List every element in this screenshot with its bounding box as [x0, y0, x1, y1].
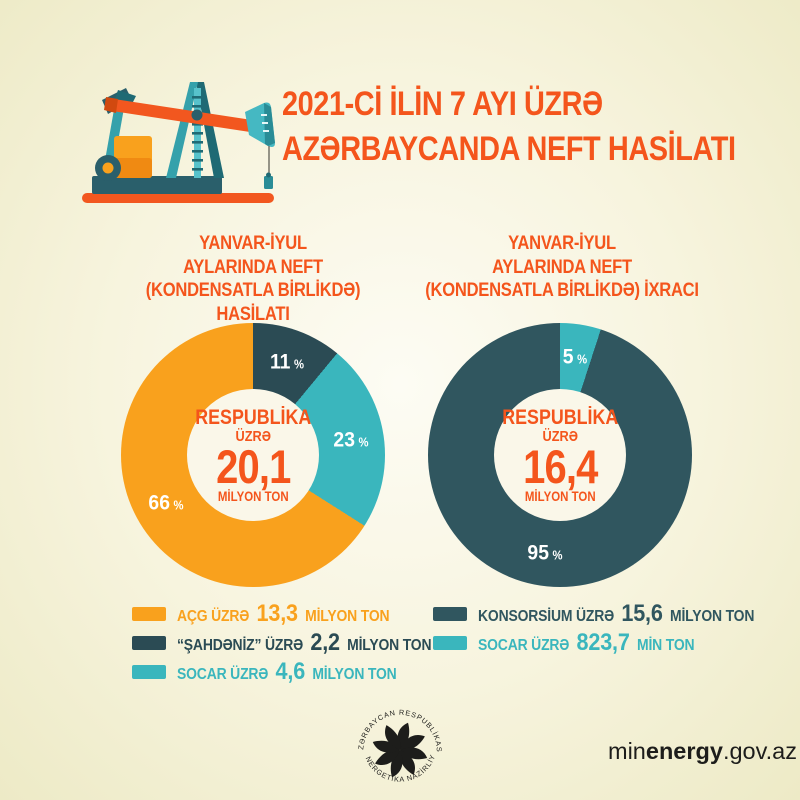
center-unit: MİLYON TON [524, 488, 596, 504]
pumpjack-svg [82, 82, 275, 203]
chart-title-line: AYLARINDA NEFT [183, 255, 323, 278]
legend-value: 15,6 [621, 599, 663, 627]
legend-row: KONSORSİUM ÜZRƏ 15,6 MİLYON TON [433, 599, 785, 628]
center-label: RESPUBLİKA [194, 405, 312, 429]
center-unit: MİLYON TON [217, 488, 289, 504]
chart-title-production: YANVAR-İYUL AYLARINDA NEFT (KONDENSATLA … [109, 232, 398, 326]
segment-percent-label: 95% [527, 540, 562, 565]
legend-unit: MİLYON TON [301, 607, 390, 625]
chart-title-line: (KONDENSATLA BİRLİKDƏ) İXRACI [425, 279, 699, 301]
segment-percent-label: 23% [333, 427, 368, 452]
segment-percent-label: 5% [563, 345, 587, 370]
website-prefix: min [608, 738, 646, 764]
page-title: 2021-Cİ İLİN 7 AYI ÜZRƏ AZƏRBAYCANDA NEF… [282, 82, 736, 172]
legend-label: KONSORSİUM ÜZRƏ 15,6 MİLYON TON [478, 600, 754, 628]
legend-swatch [132, 664, 166, 679]
legend-prefix: SOCAR ÜZRƏ [177, 665, 272, 683]
legend-row: SOCAR ÜZRƏ 4,6 MİLYON TON [132, 657, 460, 686]
percent-sign: % [552, 548, 563, 563]
logo-pinwheel [372, 722, 428, 778]
page-title-line1: 2021-Cİ İLİN 7 AYI ÜZRƏ [282, 85, 603, 123]
legend-unit: MİN TON [633, 636, 695, 654]
legend-production: AÇG ÜZRƏ 13,3 MİLYON TON “ŞAHDƏNİZ” ÜZRƏ … [132, 599, 460, 686]
segment-percent-label: 11% [269, 349, 303, 374]
center-sublabel: ÜZRƏ [235, 427, 271, 445]
chart-title-line: AYLARINDA NEFT [492, 255, 632, 278]
legend-value: 2,2 [310, 628, 340, 656]
legend-prefix: AÇG ÜZRƏ [177, 607, 253, 625]
chart-title-line: YANVAR-İYUL [199, 232, 307, 254]
legend-prefix: SOCAR ÜZRƏ [478, 636, 573, 654]
legend-unit: MİLYON TON [308, 665, 397, 683]
percent-value: 66 [148, 490, 171, 515]
legend-prefix: KONSORSİUM ÜZRƏ [478, 607, 618, 625]
page-title-line2: AZƏRBAYCANDA NEFT HASİLATI [282, 130, 736, 168]
donut-chart-export: RESPUBLİKA ÜZRƏ 16,4 MİLYON TON 5% 95% [428, 323, 692, 587]
segment-percent-label: 66% [149, 490, 184, 515]
legend-value: 4,6 [275, 657, 306, 685]
legend-label: SOCAR ÜZRƏ 823,7 MİN TON [478, 628, 695, 657]
donut-chart-production: RESPUBLİKA ÜZRƏ 20,1 MİLYON TON 11% 23% 66… [121, 323, 385, 587]
legend-row: SOCAR ÜZRƏ 823,7 MİN TON [433, 628, 785, 657]
center-label: RESPUBLİKA [501, 405, 619, 429]
website-suffix: .gov.az [722, 738, 797, 764]
percent-value: 23 [333, 427, 355, 451]
percent-sign: % [293, 357, 304, 372]
legend-export: KONSORSİUM ÜZRƏ 15,6 MİLYON TON SOCAR ÜZR… [433, 599, 785, 657]
percent-sign: % [173, 498, 184, 513]
ministry-logo: AZƏRBAYCAN RESPUBLİKASI ENERGETİKA NAZİR… [349, 695, 448, 798]
center-sublabel: ÜZRƏ [542, 427, 578, 445]
legend-value: 13,3 [256, 599, 299, 627]
oil-pumpjack-icon [78, 52, 278, 207]
legend-row: “ŞAHDƏNİZ” ÜZRƏ 2,2 MİLYON TON [132, 628, 460, 657]
legend-prefix: “ŞAHDƏNİZ” ÜZRƏ [177, 636, 307, 654]
percent-sign: % [358, 435, 369, 449]
ministry-logo-svg: AZƏRBAYCAN RESPUBLİKASI ENERGETİKA NAZİR… [349, 695, 443, 784]
donut-center-production: RESPUBLİKA ÜZRƏ 20,1 MİLYON TON [187, 389, 319, 521]
legend-swatch [433, 635, 467, 650]
percent-value: 95 [526, 540, 549, 565]
chart-title-line: (KONDENSATLA BİRLİKDƏ) HASİLATI [145, 279, 361, 325]
legend-swatch [433, 606, 467, 621]
chart-title-line: YANVAR-İYUL [508, 232, 616, 254]
center-value: 16,4 [522, 439, 598, 493]
website-bold: energy [645, 738, 723, 764]
donut-center-text: RESPUBLİKA ÜZRƏ 16,4 MİLYON TON [501, 405, 619, 504]
legend-label: “ŞAHDƏNİZ” ÜZRƏ 2,2 MİLYON TON [177, 628, 432, 657]
donut-center-text: RESPUBLİKA ÜZRƏ 20,1 MİLYON TON [194, 405, 312, 504]
legend-unit: MİLYON TON [666, 607, 755, 625]
legend-row: AÇG ÜZRƏ 13,3 MİLYON TON [132, 599, 460, 628]
percent-sign: % [577, 352, 588, 367]
legend-label: SOCAR ÜZRƏ 4,6 MİLYON TON [177, 658, 397, 686]
percent-value: 5 [563, 344, 575, 369]
legend-unit: MİLYON TON [343, 636, 432, 654]
legend-value: 823,7 [576, 628, 630, 656]
percent-value: 11 [269, 349, 290, 374]
legend-label: AÇG ÜZRƏ 13,3 MİLYON TON [177, 599, 390, 628]
chart-title-export: YANVAR-İYUL AYLARINDA NEFT (KONDENSATLA … [418, 232, 707, 303]
donut-center-export: RESPUBLİKA ÜZRƏ 16,4 MİLYON TON [494, 389, 626, 521]
website-url: minenergy.gov.az [608, 738, 797, 765]
legend-swatch [132, 606, 166, 621]
center-value: 20,1 [215, 439, 291, 493]
legend-swatch [132, 635, 166, 650]
